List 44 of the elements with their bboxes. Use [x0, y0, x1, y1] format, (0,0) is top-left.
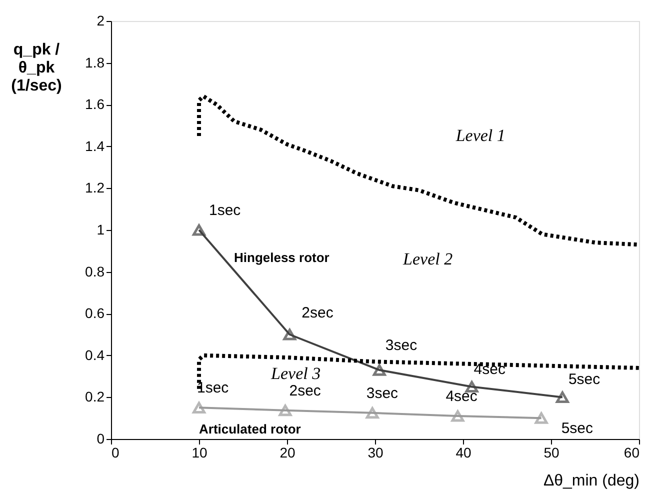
y-tick-label: 0.4: [85, 346, 105, 363]
annotation: 2sec: [302, 304, 334, 322]
x-tick-label: 30: [368, 444, 384, 460]
annotation: Level 2: [402, 249, 454, 268]
annotation: 3sec: [366, 384, 399, 402]
annotation: 1sec: [197, 380, 230, 397]
point: [366, 407, 379, 419]
point: [278, 404, 292, 416]
y-tick-label: 1.4: [85, 138, 105, 154]
y-tick-label: 0.2: [85, 388, 105, 405]
x-tick-label: 10: [192, 444, 208, 460]
y-tick-label: 0.6: [85, 305, 105, 322]
y-tick-label: 1.8: [85, 54, 105, 70]
x-tick-label: 50: [544, 444, 560, 460]
point: [372, 364, 386, 376]
x-tick-label: 40: [456, 444, 472, 460]
y-tick-label: 0.8: [85, 263, 105, 280]
y-tick-label: 0: [96, 430, 105, 446]
y-axis-title: q_pk / θ_pk (1/sec): [11, 42, 62, 94]
y-tick-label: 1.2: [85, 180, 105, 196]
annotation: 4sec: [446, 388, 478, 406]
point: [556, 391, 569, 403]
y-tick-label: 2: [96, 12, 105, 28]
x-tick-label: 0: [112, 444, 120, 460]
x-axis-title: Δθ_min (deg): [543, 472, 640, 490]
annotation: 2sec: [289, 382, 322, 400]
point: [534, 412, 548, 424]
annotation: Level 1: [454, 126, 506, 145]
annotation: 5sec: [568, 371, 601, 388]
x-tick-label: 60: [624, 444, 640, 460]
point: [192, 402, 206, 414]
annotation: 4sec: [474, 360, 506, 378]
x-tick-label: 20: [280, 444, 296, 460]
annotation: 1sec: [209, 202, 242, 219]
annotation: Level 3: [270, 364, 321, 384]
point: [192, 224, 206, 236]
series-label: Articulated rotor: [199, 422, 301, 437]
annotation: 3sec: [385, 337, 418, 354]
point: [451, 410, 464, 422]
y-tick-label: 1: [96, 222, 105, 238]
y-tick-label: 1.6: [85, 96, 105, 112]
annotation: 5sec: [561, 420, 594, 438]
point: [283, 328, 296, 340]
series-label: Hingeless rotor: [234, 250, 330, 265]
